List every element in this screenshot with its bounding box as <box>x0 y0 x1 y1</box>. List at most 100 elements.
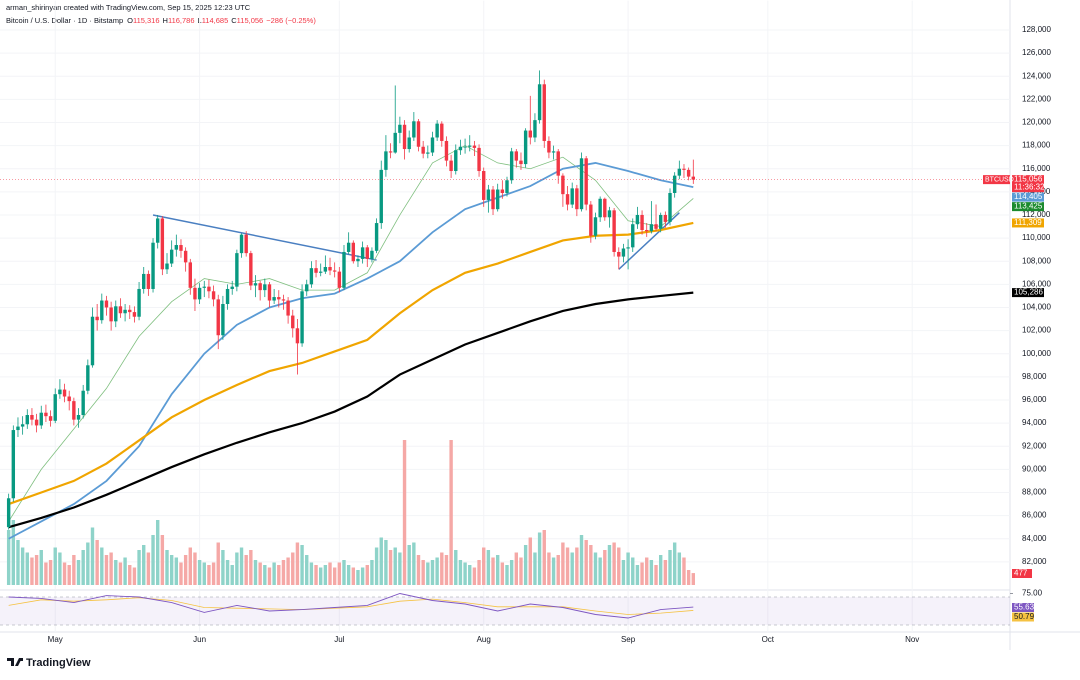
volume-bar <box>188 547 192 585</box>
volume-bar <box>458 560 463 585</box>
volume-bar <box>691 573 695 585</box>
y-tick-label: 116,000 <box>1022 164 1051 173</box>
volume-bar <box>374 547 379 585</box>
volume-bar <box>193 552 197 585</box>
y-tick-label: 126,000 <box>1022 48 1051 57</box>
candle-body <box>291 315 295 329</box>
volume-bar <box>565 547 570 585</box>
volume-bar <box>584 540 588 585</box>
candle-body <box>342 251 346 288</box>
volume-bar <box>137 550 141 585</box>
volume-bar <box>225 560 230 585</box>
candle-body <box>426 152 430 154</box>
rsi-band <box>0 597 1010 625</box>
volume-bar <box>207 565 211 585</box>
candle-body <box>272 297 276 301</box>
candle-body <box>677 168 682 176</box>
candle-body <box>593 217 598 236</box>
volume-bar <box>346 565 351 585</box>
ohlc-o-value: 115,316 <box>133 16 160 25</box>
candle-body <box>640 214 644 230</box>
volume-bar <box>454 550 458 585</box>
candle-body <box>514 151 519 161</box>
symbol-name: Bitcoin / U.S. Dollar · 1D · Bitstamp <box>6 16 123 25</box>
symbol-legend: Bitcoin / U.S. Dollar · 1D · Bitstamp O11… <box>6 16 316 25</box>
ohlc-o: O <box>127 16 133 25</box>
candle-body <box>309 268 314 285</box>
volume-bar <box>463 562 467 585</box>
candle-body <box>565 194 570 205</box>
volume-bar <box>482 547 486 585</box>
volume-bar <box>342 560 346 585</box>
candle-body <box>263 284 267 291</box>
volume-bar <box>542 530 546 585</box>
candle-body <box>142 273 146 289</box>
candle-body <box>20 424 25 427</box>
candle-body <box>62 389 67 397</box>
candle-body <box>211 291 216 300</box>
symbol-tag-label: BTCUSD <box>985 176 1014 183</box>
candle-body <box>174 245 179 250</box>
candle-body <box>444 140 449 161</box>
volume-bar <box>384 540 388 585</box>
candle-body <box>230 286 234 289</box>
candle-body <box>300 291 304 344</box>
candle-body <box>160 218 165 270</box>
candle-body <box>435 123 439 138</box>
volume-bar <box>486 550 491 585</box>
volume-bar <box>11 520 16 585</box>
volume-bar <box>654 565 658 585</box>
volume-bar <box>421 560 425 585</box>
volume-bar <box>370 560 374 585</box>
price-tag <box>1012 218 1044 228</box>
volume-bar <box>169 555 174 585</box>
candle-body <box>253 283 258 286</box>
volume-bar <box>197 560 202 585</box>
volume-bar <box>402 440 407 585</box>
y-tick-label: 102,000 <box>1022 326 1051 335</box>
volume-bar <box>477 560 481 585</box>
candle-body <box>207 286 211 292</box>
volume-bar <box>272 562 276 585</box>
volume-bar <box>67 565 71 585</box>
candle-body <box>440 123 444 141</box>
y-tick-label: 120,000 <box>1022 118 1051 127</box>
volume-bar <box>58 552 62 585</box>
volume-bar <box>249 550 253 585</box>
rsi-line <box>8 593 694 619</box>
ohlc-h-value: 116,786 <box>168 16 195 25</box>
volume-bar <box>500 562 505 585</box>
price-tag <box>1012 288 1044 298</box>
volume-bar <box>663 560 668 585</box>
candle-body <box>402 124 407 150</box>
volume-bar <box>612 542 616 585</box>
volume-bar <box>682 557 686 585</box>
volume-bar <box>267 567 272 585</box>
candle-body <box>509 151 514 181</box>
candle-body <box>351 242 356 262</box>
x-tick-label: Sep <box>621 635 636 644</box>
volume-bar <box>239 547 244 585</box>
volume-bar <box>174 557 179 585</box>
y-tick-label: 82,000 <box>1022 557 1047 566</box>
candle-body <box>258 283 262 291</box>
candle-body <box>551 151 556 153</box>
candle-body <box>39 412 43 426</box>
candle-body <box>44 412 48 417</box>
candle-body <box>193 287 197 300</box>
candle-body <box>668 192 672 222</box>
candle-body <box>575 188 579 210</box>
y-tick-label: 110,000 <box>1022 233 1051 242</box>
candle-body <box>277 297 281 300</box>
candle-body <box>137 288 141 317</box>
candle-body <box>360 247 365 259</box>
volume-bar <box>449 440 453 585</box>
candle-body <box>109 307 113 322</box>
volume-bar <box>491 557 495 585</box>
volume-bar <box>263 565 267 585</box>
y-tick-label: 100,000 <box>1022 349 1051 358</box>
candle-body <box>202 286 206 288</box>
volume-bar <box>589 545 593 585</box>
volume-bar <box>649 560 654 585</box>
x-tick-label: Aug <box>477 635 491 644</box>
